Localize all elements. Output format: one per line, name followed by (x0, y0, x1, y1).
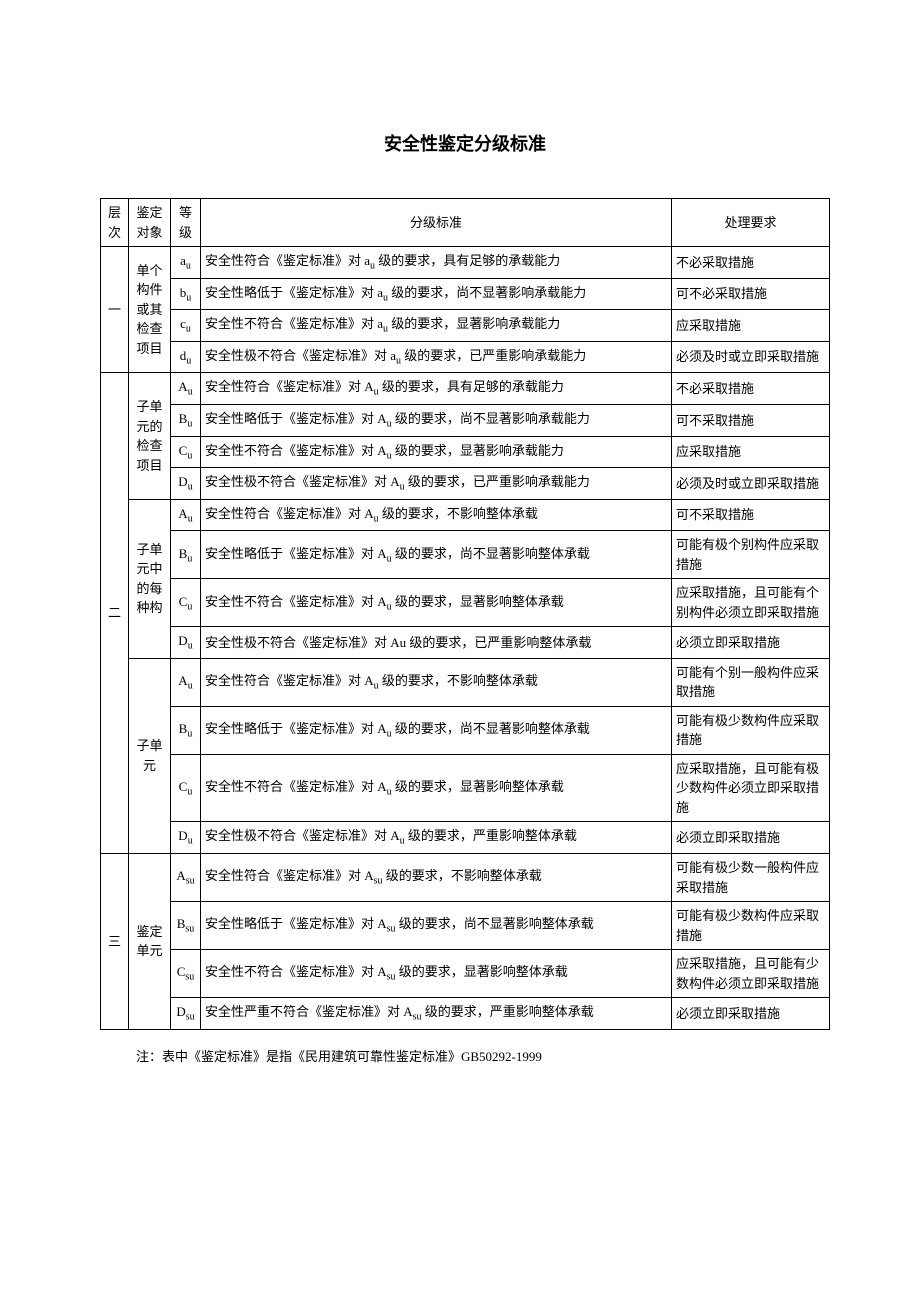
grade-label: Au (171, 373, 201, 405)
table-row: Bu安全性略低于《鉴定标准》对 Au 级的要求，尚不显著影响整体承载可能有极少数… (101, 706, 830, 754)
grade-label: Bsu (171, 902, 201, 950)
standard-text: 安全性符合《鉴定标准》对 au 级的要求，具有足够的承载能力 (201, 247, 672, 279)
table-row: du安全性极不符合《鉴定标准》对 au 级的要求，已严重影响承载能力必须及时或立… (101, 341, 830, 373)
standard-text: 安全性略低于《鉴定标准》对 Au 级的要求，尚不显著影响整体承载 (201, 531, 672, 579)
grade-label: Au (171, 658, 201, 706)
table-row: Dsu安全性严重不符合《鉴定标准》对 Asu 级的要求，严重影响整体承载必须立即… (101, 998, 830, 1030)
action-text: 可能有极个别构件应采取措施 (672, 531, 830, 579)
table-row: bu安全性略低于《鉴定标准》对 au 级的要求，尚不显著影响承载能力可不必采取措… (101, 278, 830, 310)
action-text: 应采取措施 (672, 310, 830, 342)
grade-label: bu (171, 278, 201, 310)
header-object: 鉴定对象 (129, 199, 171, 247)
standard-text: 安全性符合《鉴定标准》对 Au 级的要求，具有足够的承载能力 (201, 373, 672, 405)
table-row: Cu安全性不符合《鉴定标准》对 Au 级的要求，显著影响整体承载应采取措施，且可… (101, 754, 830, 822)
table-footnote: 注：表中《鉴定标准》是指《民用建筑可靠性鉴定标准》GB50292-1999 (100, 1046, 830, 1065)
document-title: 安全性鉴定分级标准 (100, 130, 830, 156)
action-text: 应采取措施，且可能有个别构件必须立即采取措施 (672, 579, 830, 627)
table-row: 子单元中的每种构Au安全性符合《鉴定标准》对 Au 级的要求，不影响整体承载可不… (101, 499, 830, 531)
table-row: Cu安全性不符合《鉴定标准》对 Au 级的要求，显著影响承载能力应采取措施 (101, 436, 830, 468)
table-row: Du安全性极不符合《鉴定标准》对 Au 级的要求，严重影响整体承载必须立即采取措… (101, 822, 830, 854)
grade-label: Bu (171, 404, 201, 436)
header-grade: 等级 (171, 199, 201, 247)
header-standard: 分级标准 (201, 199, 672, 247)
object-label: 子单元的检查项目 (129, 373, 171, 499)
standard-text: 安全性不符合《鉴定标准》对 Asu 级的要求，显著影响整体承载 (201, 950, 672, 998)
action-text: 可能有个别一般构件应采取措施 (672, 658, 830, 706)
grading-table: 层次 鉴定对象 等级 分级标准 处理要求 一单个构件或其检查项目au安全性符合《… (100, 198, 830, 1030)
action-text: 不必采取措施 (672, 247, 830, 279)
table-row: Bsu安全性略低于《鉴定标准》对 Asu 级的要求，尚不显著影响整体承载可能有极… (101, 902, 830, 950)
grade-label: Du (171, 822, 201, 854)
standard-text: 安全性极不符合《鉴定标准》对 Au 级的要求，已严重影响承载能力 (201, 468, 672, 500)
grade-label: Au (171, 499, 201, 531)
action-text: 应采取措施 (672, 436, 830, 468)
action-text: 必须立即采取措施 (672, 627, 830, 659)
action-text: 可能有极少数一般构件应采取措施 (672, 854, 830, 902)
action-text: 必须及时或立即采取措施 (672, 468, 830, 500)
action-text: 必须及时或立即采取措施 (672, 341, 830, 373)
level-number: 三 (101, 854, 129, 1030)
table-row: Cu安全性不符合《鉴定标准》对 Au 级的要求，显著影响整体承载应采取措施，且可… (101, 579, 830, 627)
grade-label: Cu (171, 579, 201, 627)
action-text: 应采取措施，且可能有极少数构件必须立即采取措施 (672, 754, 830, 822)
standard-text: 安全性略低于《鉴定标准》对 Asu 级的要求，尚不显著影响整体承载 (201, 902, 672, 950)
grade-label: Cu (171, 754, 201, 822)
grade-label: Bu (171, 531, 201, 579)
table-row: 三鉴定单元Asu安全性符合《鉴定标准》对 Asu 级的要求，不影响整体承载可能有… (101, 854, 830, 902)
action-text: 必须立即采取措施 (672, 998, 830, 1030)
level-number: 一 (101, 247, 129, 373)
table-row: 二子单元的检查项目Au安全性符合《鉴定标准》对 Au 级的要求，具有足够的承载能… (101, 373, 830, 405)
header-action: 处理要求 (672, 199, 830, 247)
action-text: 可能有极少数构件应采取措施 (672, 902, 830, 950)
standard-text: 安全性符合《鉴定标准》对 Au 级的要求，不影响整体承载 (201, 499, 672, 531)
action-text: 可能有极少数构件应采取措施 (672, 706, 830, 754)
grade-label: cu (171, 310, 201, 342)
grade-label: du (171, 341, 201, 373)
standard-text: 安全性极不符合《鉴定标准》对 Au 级的要求，已严重影响整体承载 (201, 627, 672, 659)
grade-label: Csu (171, 950, 201, 998)
table-row: Bu安全性略低于《鉴定标准》对 Au 级的要求，尚不显著影响承载能力可不采取措施 (101, 404, 830, 436)
object-label: 单个构件或其检查项目 (129, 247, 171, 373)
grade-label: Du (171, 468, 201, 500)
level-number: 二 (101, 373, 129, 854)
action-text: 不必采取措施 (672, 373, 830, 405)
action-text: 可不采取措施 (672, 404, 830, 436)
standard-text: 安全性不符合《鉴定标准》对 au 级的要求，显著影响承载能力 (201, 310, 672, 342)
standard-text: 安全性略低于《鉴定标准》对 Au 级的要求，尚不显著影响承载能力 (201, 404, 672, 436)
table-header-row: 层次 鉴定对象 等级 分级标准 处理要求 (101, 199, 830, 247)
standard-text: 安全性严重不符合《鉴定标准》对 Asu 级的要求，严重影响整体承载 (201, 998, 672, 1030)
action-text: 可不采取措施 (672, 499, 830, 531)
table-row: Du安全性极不符合《鉴定标准》对 Au 级的要求，已严重影响承载能力必须及时或立… (101, 468, 830, 500)
table-row: Csu安全性不符合《鉴定标准》对 Asu 级的要求，显著影响整体承载应采取措施，… (101, 950, 830, 998)
object-label: 鉴定单元 (129, 854, 171, 1030)
object-label: 子单元 (129, 658, 171, 853)
standard-text: 安全性略低于《鉴定标准》对 au 级的要求，尚不显著影响承载能力 (201, 278, 672, 310)
standard-text: 安全性极不符合《鉴定标准》对 Au 级的要求，严重影响整体承载 (201, 822, 672, 854)
table-row: Bu安全性略低于《鉴定标准》对 Au 级的要求，尚不显著影响整体承载可能有极个别… (101, 531, 830, 579)
table-row: cu安全性不符合《鉴定标准》对 au 级的要求，显著影响承载能力应采取措施 (101, 310, 830, 342)
table-row: Du安全性极不符合《鉴定标准》对 Au 级的要求，已严重影响整体承载必须立即采取… (101, 627, 830, 659)
standard-text: 安全性符合《鉴定标准》对 Asu 级的要求，不影响整体承载 (201, 854, 672, 902)
grade-label: Cu (171, 436, 201, 468)
standard-text: 安全性符合《鉴定标准》对 Au 级的要求，不影响整体承载 (201, 658, 672, 706)
header-level: 层次 (101, 199, 129, 247)
action-text: 必须立即采取措施 (672, 822, 830, 854)
standard-text: 安全性不符合《鉴定标准》对 Au 级的要求，显著影响整体承载 (201, 579, 672, 627)
standard-text: 安全性略低于《鉴定标准》对 Au 级的要求，尚不显著影响整体承载 (201, 706, 672, 754)
action-text: 可不必采取措施 (672, 278, 830, 310)
object-label: 子单元中的每种构 (129, 499, 171, 658)
standard-text: 安全性不符合《鉴定标准》对 Au 级的要求，显著影响承载能力 (201, 436, 672, 468)
standard-text: 安全性极不符合《鉴定标准》对 au 级的要求，已严重影响承载能力 (201, 341, 672, 373)
grade-label: au (171, 247, 201, 279)
action-text: 应采取措施，且可能有少数构件必须立即采取措施 (672, 950, 830, 998)
table-row: 子单元Au安全性符合《鉴定标准》对 Au 级的要求，不影响整体承载可能有个别一般… (101, 658, 830, 706)
grade-label: Dsu (171, 998, 201, 1030)
table-row: 一单个构件或其检查项目au安全性符合《鉴定标准》对 au 级的要求，具有足够的承… (101, 247, 830, 279)
grade-label: Bu (171, 706, 201, 754)
standard-text: 安全性不符合《鉴定标准》对 Au 级的要求，显著影响整体承载 (201, 754, 672, 822)
grade-label: Asu (171, 854, 201, 902)
grade-label: Du (171, 627, 201, 659)
